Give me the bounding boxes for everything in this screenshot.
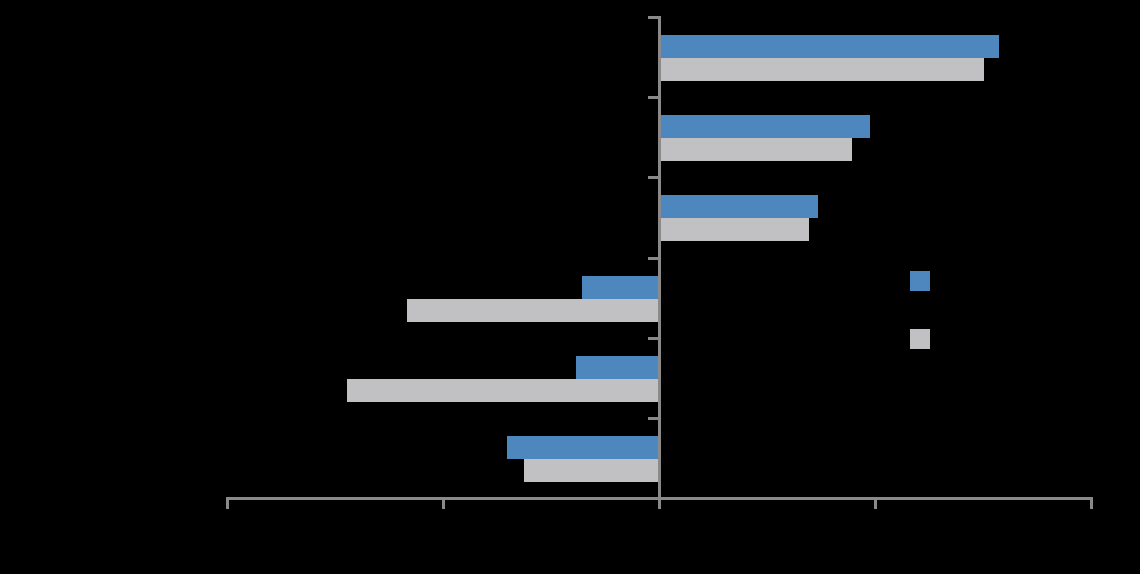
bar-series2-cat4 xyxy=(407,299,659,322)
category-axis-tick xyxy=(648,257,658,260)
bar-series1-cat6 xyxy=(507,436,659,459)
value-axis-tick xyxy=(226,497,229,509)
legend-swatch-series1 xyxy=(910,271,930,291)
value-axis-tick xyxy=(1090,497,1093,509)
bar-series1-cat5 xyxy=(576,356,659,379)
category-axis-tick xyxy=(648,417,658,420)
value-axis-tick xyxy=(874,497,877,509)
bar-series2-cat6 xyxy=(524,459,659,482)
bar-series1-cat1 xyxy=(661,35,999,58)
category-axis-tick xyxy=(648,337,658,340)
value-axis-tick xyxy=(658,497,661,509)
bar-series2-cat1 xyxy=(661,58,984,81)
bar-series1-cat3 xyxy=(661,195,818,218)
category-axis-tick xyxy=(648,96,658,99)
bar-series2-cat3 xyxy=(661,218,809,241)
category-axis-tick xyxy=(648,176,658,179)
bar-series1-cat4 xyxy=(582,276,659,299)
bar-series1-cat2 xyxy=(661,115,870,138)
value-axis-tick xyxy=(442,497,445,509)
bar-series2-cat5 xyxy=(347,379,659,402)
category-axis-line xyxy=(658,16,661,509)
bar-series2-cat2 xyxy=(661,138,852,161)
category-axis-tick xyxy=(648,16,658,19)
legend-swatch-series2 xyxy=(910,329,930,349)
